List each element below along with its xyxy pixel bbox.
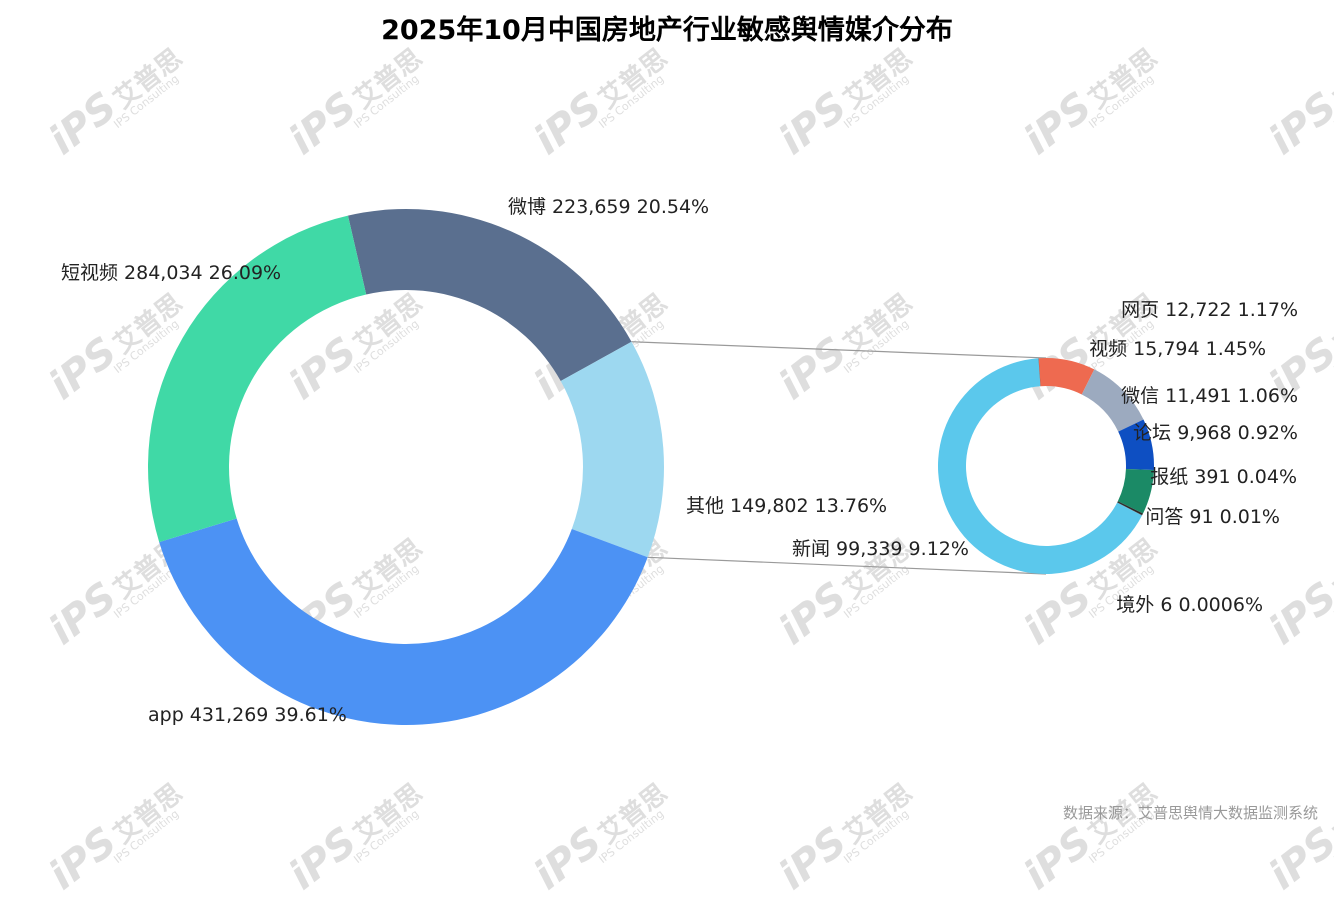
detail-label-2: 微信 11,491 1.06% bbox=[1121, 385, 1298, 407]
main-label-1: 其他 149,802 13.76% bbox=[686, 495, 887, 517]
detail-label-5: 问答 91 0.01% bbox=[1145, 506, 1280, 528]
connector-line-bottom bbox=[647, 556, 1047, 575]
detail-slice-0 bbox=[1038, 358, 1095, 395]
detail-slice-5 bbox=[1117, 502, 1143, 516]
detail-slice-4 bbox=[1117, 501, 1143, 516]
main-label-0: 微博 223,659 20.54% bbox=[508, 196, 709, 218]
detail-slice-2 bbox=[1118, 419, 1154, 471]
main-slice-2 bbox=[159, 518, 648, 725]
detail-label-1: 视频 15,794 1.45% bbox=[1089, 338, 1266, 360]
detail-donut bbox=[937, 358, 1154, 574]
main-slice-1 bbox=[560, 341, 665, 558]
data-source-note: 数据来源：艾普思舆情大数据监测系统 bbox=[1062, 804, 1318, 822]
main-slice-0 bbox=[347, 209, 632, 382]
chart-title: 2025年10月中国房地产行业敏感舆情媒介分布 bbox=[381, 15, 953, 46]
detail-slice-3 bbox=[1117, 468, 1154, 514]
main-label-3: 短视频 284,034 26.09% bbox=[61, 262, 281, 284]
detail-label-4: 报纸 391 0.04% bbox=[1150, 466, 1297, 488]
detail-label-0: 网页 12,722 1.17% bbox=[1121, 299, 1298, 321]
pie-of-pie-chart: 微博 223,659 20.54% 其他 149,802 13.76% app 43… bbox=[61, 196, 1298, 726]
detail-label-6: 新闻 99,339 9.12% bbox=[792, 538, 969, 560]
main-slice-3 bbox=[148, 215, 367, 543]
connector-line-top bbox=[631, 341, 1047, 359]
detail-label-7: 境外 6 0.0006% bbox=[1116, 594, 1263, 616]
detail-label-3: 论坛 9,968 0.92% bbox=[1133, 422, 1298, 444]
main-donut bbox=[148, 209, 665, 725]
detail-slice-7 bbox=[1038, 358, 1041, 387]
detail-slice-1 bbox=[1081, 369, 1144, 432]
slice-labels: 微博 223,659 20.54% 其他 149,802 13.76% app 43… bbox=[61, 196, 1298, 726]
connector-lines bbox=[631, 341, 1047, 575]
main-label-2: app 431,269 39.61% bbox=[148, 704, 347, 726]
